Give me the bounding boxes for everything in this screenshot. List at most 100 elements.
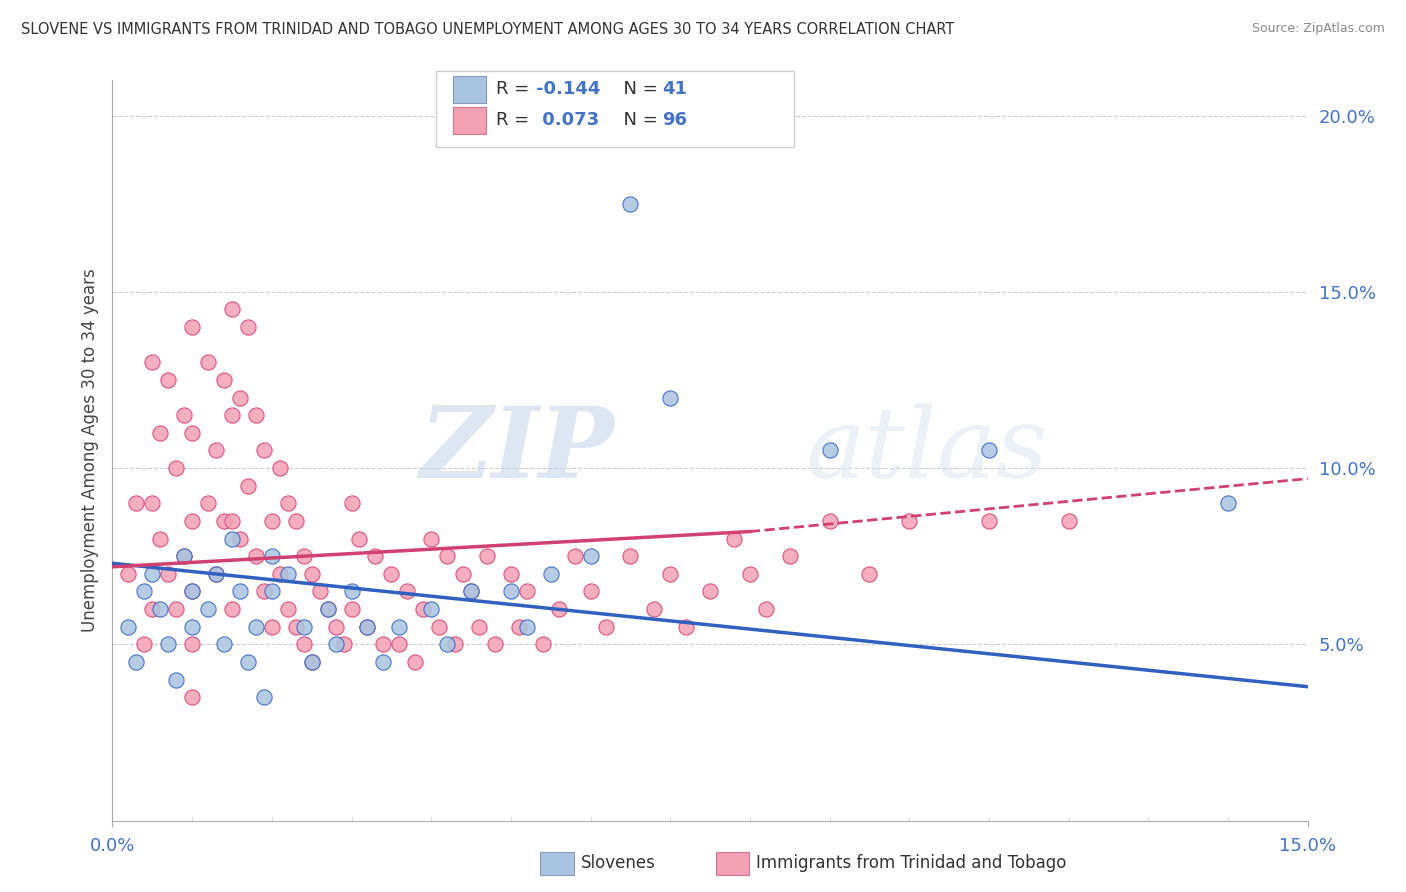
Point xyxy=(245,408,267,422)
Point xyxy=(173,549,195,564)
Point xyxy=(269,566,291,581)
Point xyxy=(236,320,259,334)
Point xyxy=(579,549,602,564)
Point xyxy=(1057,514,1080,528)
Point xyxy=(516,584,538,599)
Text: 96: 96 xyxy=(662,112,688,129)
Point xyxy=(301,655,323,669)
Point xyxy=(325,620,347,634)
Point xyxy=(157,566,180,581)
Point xyxy=(269,461,291,475)
Point xyxy=(181,514,204,528)
Text: Slovenes: Slovenes xyxy=(581,855,655,872)
Point xyxy=(205,566,228,581)
Point xyxy=(484,637,506,651)
Point xyxy=(420,532,443,546)
Point xyxy=(212,514,235,528)
Text: N =: N = xyxy=(612,80,664,98)
Point xyxy=(659,391,682,405)
Point xyxy=(181,584,204,599)
Point xyxy=(388,620,411,634)
Point xyxy=(197,496,219,510)
Point xyxy=(531,637,554,651)
Point xyxy=(516,620,538,634)
Point xyxy=(260,620,283,634)
Point xyxy=(444,637,467,651)
Point xyxy=(284,514,307,528)
Point xyxy=(340,584,363,599)
Point xyxy=(221,514,243,528)
Point xyxy=(292,637,315,651)
Point xyxy=(205,566,228,581)
Point xyxy=(380,566,402,581)
Point xyxy=(117,566,139,581)
Point xyxy=(619,196,641,211)
Point xyxy=(436,637,458,651)
Point xyxy=(340,602,363,616)
Point xyxy=(349,532,371,546)
Text: 0.073: 0.073 xyxy=(536,112,599,129)
Point xyxy=(149,425,172,440)
Text: R =: R = xyxy=(496,80,536,98)
Point xyxy=(436,549,458,564)
Point xyxy=(364,549,387,564)
Point xyxy=(181,584,204,599)
Point xyxy=(388,637,411,651)
Point xyxy=(659,566,682,581)
Point xyxy=(675,620,697,634)
Point xyxy=(332,637,354,651)
Point xyxy=(245,549,267,564)
Point xyxy=(396,584,419,599)
Point xyxy=(181,690,204,705)
Point xyxy=(977,514,1000,528)
Point xyxy=(460,584,482,599)
Point xyxy=(125,655,148,669)
Point xyxy=(173,408,195,422)
Point xyxy=(141,566,163,581)
Point xyxy=(260,514,283,528)
Point xyxy=(468,620,491,634)
Text: ZIP: ZIP xyxy=(419,402,614,499)
Point xyxy=(1216,496,1239,510)
Point xyxy=(197,602,219,616)
Text: Immigrants from Trinidad and Tobago: Immigrants from Trinidad and Tobago xyxy=(756,855,1067,872)
Point xyxy=(253,584,276,599)
Point xyxy=(373,637,395,651)
Point xyxy=(173,549,195,564)
Point xyxy=(475,549,498,564)
Point xyxy=(292,549,315,564)
Point xyxy=(404,655,426,669)
Point xyxy=(284,620,307,634)
Point xyxy=(340,496,363,510)
Point xyxy=(373,655,395,669)
Point xyxy=(149,532,172,546)
Point xyxy=(236,479,259,493)
Point xyxy=(499,584,522,599)
Point xyxy=(221,532,243,546)
Point xyxy=(818,514,841,528)
Text: R =: R = xyxy=(496,112,536,129)
Point xyxy=(260,584,283,599)
Point xyxy=(540,566,562,581)
Point xyxy=(149,602,172,616)
Point xyxy=(125,496,148,510)
Point xyxy=(245,620,267,634)
Text: SLOVENE VS IMMIGRANTS FROM TRINIDAD AND TOBAGO UNEMPLOYMENT AMONG AGES 30 TO 34 : SLOVENE VS IMMIGRANTS FROM TRINIDAD AND … xyxy=(21,22,955,37)
Point xyxy=(508,620,530,634)
Point xyxy=(547,602,569,616)
Point xyxy=(755,602,778,616)
Y-axis label: Unemployment Among Ages 30 to 34 years: Unemployment Among Ages 30 to 34 years xyxy=(80,268,98,632)
Point xyxy=(779,549,801,564)
Point xyxy=(181,637,204,651)
Point xyxy=(212,637,235,651)
Point xyxy=(277,496,299,510)
Point xyxy=(579,584,602,599)
Point xyxy=(723,532,745,546)
Point xyxy=(699,584,721,599)
Point xyxy=(564,549,586,564)
Point xyxy=(898,514,921,528)
Point xyxy=(316,602,339,616)
Point xyxy=(977,443,1000,458)
Point xyxy=(308,584,330,599)
Point xyxy=(229,532,252,546)
